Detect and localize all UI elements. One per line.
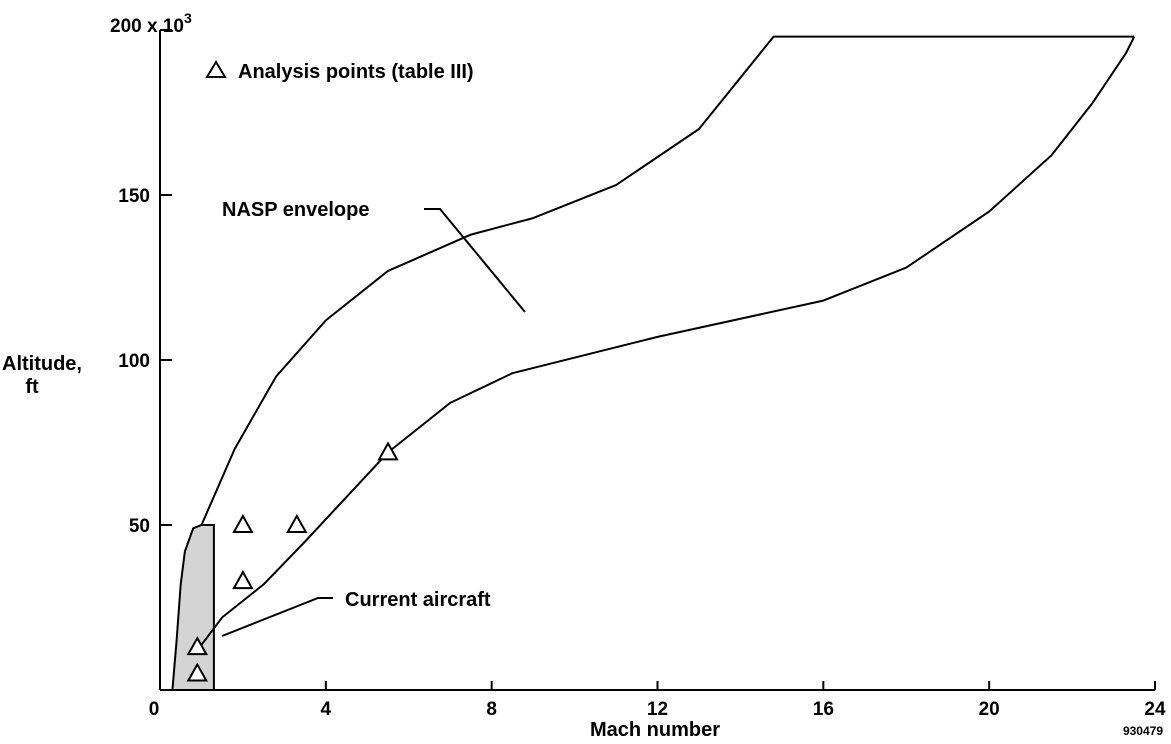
x-tick-label-8: 8 bbox=[486, 699, 497, 720]
analysis-point-3 bbox=[232, 570, 254, 590]
y-tick-label-100: 100 bbox=[118, 351, 150, 372]
x-tick-label-20: 20 bbox=[979, 699, 1000, 720]
y-axis-title-line2: ft bbox=[25, 376, 39, 398]
x-tick-label-12: 12 bbox=[647, 699, 668, 720]
y-tick-label-50: 50 bbox=[129, 516, 150, 537]
y-top-label: 200 x 103 bbox=[110, 10, 192, 37]
analysis-point-1 bbox=[186, 662, 209, 682]
current-aircraft-region bbox=[171, 524, 215, 691]
nasp-envelope-label: NASP envelope bbox=[222, 199, 369, 221]
analysis-point-6 bbox=[377, 441, 399, 461]
current-aircraft-label: Current aircraft bbox=[345, 589, 491, 611]
nasp-envelope-lower-line bbox=[196, 36, 1136, 652]
nasp-envelope-leader bbox=[424, 208, 526, 313]
current-aircraft-leader bbox=[221, 597, 333, 637]
x-tick-label-4: 4 bbox=[321, 699, 332, 720]
figure-id: 930479 bbox=[1123, 724, 1163, 738]
nasp-envelope-upper-line bbox=[200, 35, 1135, 526]
x-tick-label-24: 24 bbox=[1144, 699, 1166, 720]
legend-label: Analysis points (table III) bbox=[238, 61, 474, 83]
analysis-point-2 bbox=[186, 636, 209, 656]
analysis-point-4 bbox=[232, 513, 254, 533]
x-tick-label-16: 16 bbox=[813, 699, 834, 720]
x-axis-title: Mach number bbox=[590, 719, 720, 741]
y-tick-label-150: 150 bbox=[118, 186, 150, 207]
analysis-point-5 bbox=[286, 513, 308, 533]
x-tick-label-0: 0 bbox=[149, 699, 160, 720]
y-axis-title-line1: Altitude, bbox=[2, 353, 82, 375]
y-top-exponent: 3 bbox=[184, 10, 192, 26]
legend-triangle-icon bbox=[205, 60, 227, 78]
